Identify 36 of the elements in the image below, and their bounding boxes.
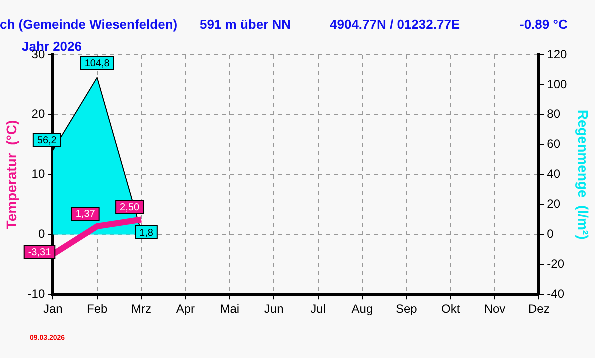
text: 4904.77N / 01232.77E xyxy=(330,17,460,32)
y-tick-label: -10 xyxy=(28,286,46,301)
y2-tick-label: 120 xyxy=(547,47,568,62)
x-tick-label: Sep xyxy=(396,302,418,316)
y2-tick-label: 80 xyxy=(547,107,561,122)
x-tick-label: Okt xyxy=(441,302,461,316)
data-label: 1,37 xyxy=(76,209,96,220)
x-tick-label: Nov xyxy=(484,302,506,316)
data-label: 2,50 xyxy=(120,202,140,214)
y2-tick-label: 40 xyxy=(547,167,561,182)
y2-tick-label: 60 xyxy=(547,137,561,152)
y-tick-label: 10 xyxy=(32,167,46,182)
y2-tick-label: 100 xyxy=(547,77,568,92)
x-tick-label: Mai xyxy=(220,302,240,316)
x-tick-label: Dez xyxy=(528,302,550,316)
y2-tick-label: -20 xyxy=(547,256,565,271)
y2-tick-label: -40 xyxy=(547,286,565,301)
data-label: 104,8 xyxy=(84,58,110,70)
x-tick-label: Aug xyxy=(352,302,374,316)
y-tick-label: 20 xyxy=(32,107,46,122)
y2-tick-label: 0 xyxy=(547,227,554,242)
x-tick-label: Jul xyxy=(310,302,326,316)
chart-title: ch (Gemeinde Wiesenfelden) xyxy=(0,17,178,32)
x-tick-label: Mrz xyxy=(132,302,152,316)
x-tick-label: Jan xyxy=(43,302,63,316)
data-label: 56,2 xyxy=(37,135,58,146)
x-tick-label: Jun xyxy=(264,302,284,316)
y2-axis-title: Regenmenge (l/m²) xyxy=(576,110,592,240)
y-axis-title: Temperatur (°C) xyxy=(3,120,20,230)
y2-tick-label: 20 xyxy=(547,197,561,212)
text: -0.89 °C xyxy=(520,17,568,32)
text: 591 m über NN xyxy=(200,17,292,32)
data-label: -3,31 xyxy=(28,247,52,258)
y-tick-label: 0 xyxy=(38,227,46,242)
x-tick-label: Apr xyxy=(176,302,196,316)
x-tick-label: Feb xyxy=(86,302,108,316)
